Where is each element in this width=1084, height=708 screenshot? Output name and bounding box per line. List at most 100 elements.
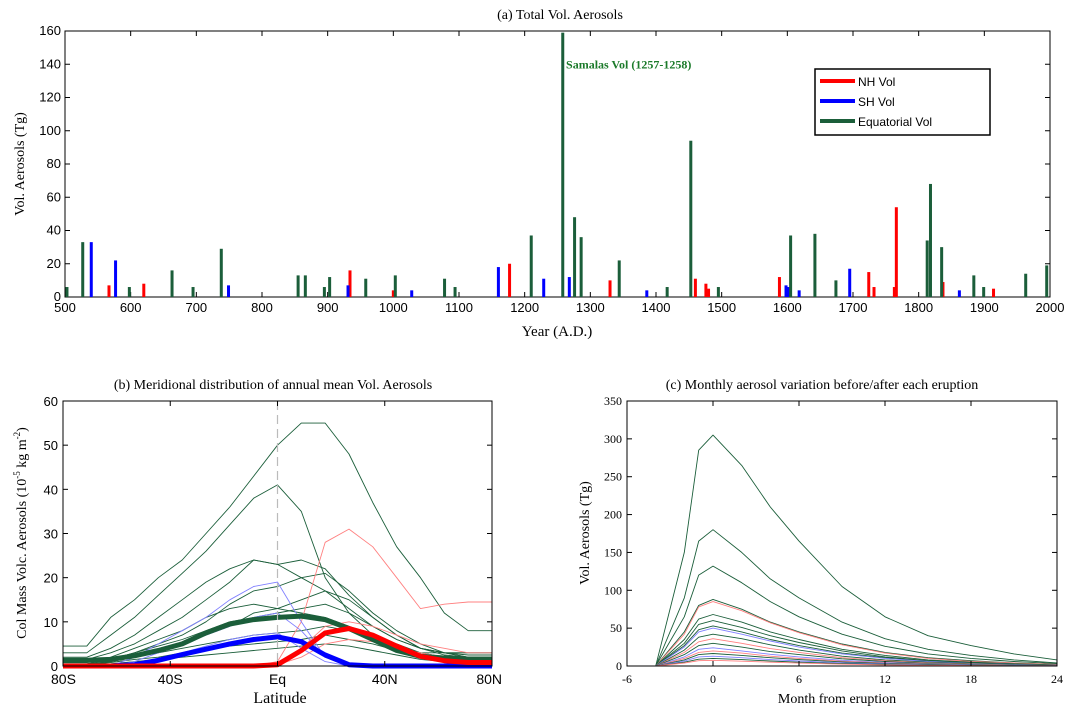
x-tick-label: 1400 bbox=[642, 300, 671, 315]
panel-b-y-label: Col Mass Volc. Aerosols (10-5 kg m-2) bbox=[12, 427, 30, 639]
x-tick-label: 1300 bbox=[576, 300, 605, 315]
bar-eq bbox=[191, 287, 195, 297]
bar-eq bbox=[393, 275, 397, 297]
y-tick-label: 30 bbox=[44, 527, 58, 542]
x-tick-label: -6 bbox=[622, 672, 632, 686]
y-tick-label: 0 bbox=[51, 659, 58, 674]
x-tick-label: 1900 bbox=[970, 300, 999, 315]
panel-c-plot-area bbox=[626, 400, 1058, 667]
y-tick-label: 20 bbox=[44, 571, 58, 586]
bar-nh bbox=[704, 283, 708, 297]
line-nh bbox=[627, 601, 1058, 667]
x-tick-label: 1000 bbox=[379, 300, 408, 315]
bar-sh bbox=[797, 290, 801, 297]
x-tick-label: 6 bbox=[796, 672, 802, 686]
bar-nh bbox=[348, 270, 352, 297]
x-tick-label: 12 bbox=[879, 672, 891, 686]
y-tick-label: 150 bbox=[604, 545, 622, 559]
bar-eq bbox=[443, 278, 447, 297]
line-eq bbox=[627, 614, 1058, 667]
bar-sh bbox=[89, 242, 93, 297]
bar-sh bbox=[114, 260, 118, 297]
y-tick-label: 80 bbox=[47, 156, 61, 171]
bar-eq bbox=[573, 217, 577, 297]
panel-b-x-axis: 80S 40S Eq 40N 80N bbox=[51, 401, 502, 687]
bar-eq bbox=[453, 287, 457, 297]
bar-eq bbox=[322, 287, 326, 297]
bar-nh bbox=[608, 280, 612, 297]
bar-sh bbox=[542, 278, 546, 297]
panel-a-total-aerosols: (a) Total Vol. Aerosols 0 20 40 60 80 100 120 1… bbox=[13, 8, 1064, 340]
y-tick-label: 60 bbox=[44, 394, 58, 409]
bar-eq bbox=[296, 275, 300, 297]
y-tick-label: 0 bbox=[616, 659, 622, 673]
y-tick-label: 100 bbox=[39, 123, 61, 138]
panel-c-x-label: Month from eruption bbox=[778, 692, 896, 707]
bar-eq bbox=[789, 235, 793, 297]
panel-b-meridional: (b) Meridional distribution of annual me… bbox=[12, 378, 502, 707]
bar-eq bbox=[665, 287, 669, 297]
x-tick-label: 1500 bbox=[707, 300, 736, 315]
x-tick-label: 1100 bbox=[445, 300, 473, 315]
line-eq bbox=[627, 633, 1058, 667]
panel-a-y-label: Vol. Aerosols (Tg) bbox=[13, 112, 28, 216]
legend-eq-label: Equatorial Vol bbox=[858, 115, 932, 129]
bar-eq bbox=[170, 270, 174, 297]
x-tick-label: 18 bbox=[965, 672, 977, 686]
panel-a-x-axis: 500 600 700 800 900 1000 1100 1200 1300 1400 1500 1… bbox=[54, 31, 1064, 315]
bar-nh bbox=[867, 272, 871, 297]
bar-nh bbox=[992, 288, 996, 297]
legend-nh-label: NH Vol bbox=[858, 75, 895, 89]
bar-eq bbox=[579, 237, 583, 297]
panel-b-y-axis: 0 10 20 30 40 50 60 bbox=[44, 394, 492, 674]
x-tick-label: 600 bbox=[120, 300, 142, 315]
legend-sh-label: SH Vol bbox=[858, 95, 895, 109]
bar-nh bbox=[777, 277, 781, 297]
y-tick-label: 50 bbox=[44, 438, 58, 453]
bar-nh bbox=[693, 278, 697, 297]
panel-c-monthly: (c) Monthly aerosol variation before/aft… bbox=[578, 378, 1063, 707]
bar-sh bbox=[645, 290, 649, 297]
line-eq bbox=[627, 565, 1058, 667]
panel-a-y-axis: 0 20 40 60 80 100 120 140 160 bbox=[39, 23, 1050, 304]
bar-sh bbox=[410, 290, 414, 297]
bar-eq bbox=[127, 287, 131, 297]
bar-eq bbox=[1045, 265, 1049, 297]
bar-eq bbox=[972, 275, 976, 297]
bar-eq bbox=[364, 278, 368, 297]
bar-eq bbox=[834, 280, 838, 297]
bar-nh bbox=[142, 283, 146, 297]
bar-eq bbox=[617, 260, 621, 297]
line-eq bbox=[627, 598, 1058, 667]
bar-eq bbox=[925, 240, 929, 297]
x-tick-label: 1600 bbox=[773, 300, 802, 315]
y-tick-label: 100 bbox=[604, 583, 622, 597]
samalas-annotation: Samalas Vol (1257-1258) bbox=[566, 57, 691, 71]
bar-eq bbox=[561, 32, 565, 297]
x-tick-label: 500 bbox=[54, 300, 76, 315]
y-tick-label: 250 bbox=[604, 470, 622, 484]
x-tick-label: 0 bbox=[710, 672, 716, 686]
x-tick-label: 800 bbox=[251, 300, 273, 315]
bar-sh bbox=[496, 267, 500, 297]
panel-a-x-label: Year (A.D.) bbox=[522, 324, 593, 340]
panel-c-x-axis: -6 0 6 12 18 24 bbox=[622, 401, 1063, 686]
bar-eq bbox=[940, 247, 944, 297]
x-tick-label: 1800 bbox=[904, 300, 933, 315]
line-eq bbox=[627, 529, 1058, 667]
bar-eq bbox=[716, 287, 720, 297]
bar-nh bbox=[707, 288, 711, 297]
y-tick-label: 160 bbox=[39, 23, 61, 38]
x-tick-label: 900 bbox=[317, 300, 339, 315]
bar-sh bbox=[346, 285, 350, 297]
x-tick-label: Eq bbox=[269, 671, 286, 687]
y-tick-label: 50 bbox=[610, 621, 622, 635]
panel-a-title: (a) Total Vol. Aerosols bbox=[497, 8, 623, 23]
bar-eq bbox=[328, 277, 332, 297]
panel-a-legend: NH Vol SH Vol Equatorial Vol bbox=[814, 68, 991, 136]
x-tick-label: 40N bbox=[372, 671, 398, 687]
bar-eq bbox=[982, 287, 986, 297]
y-tick-label: 60 bbox=[47, 189, 61, 204]
bar-sh bbox=[784, 285, 788, 297]
y-tick-label: 120 bbox=[39, 90, 61, 105]
